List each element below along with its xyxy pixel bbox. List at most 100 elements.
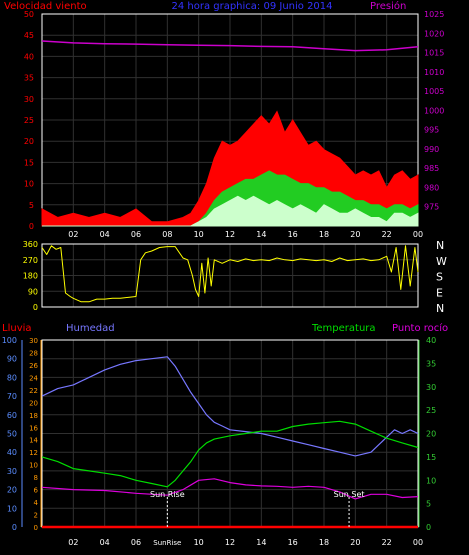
humidity-label: Humedad [66,323,115,334]
wind-tick-1: 5 [29,201,34,210]
direction-axis: 0 90 180 270 360 [23,240,38,312]
climate-time-tick-7: 16 [288,538,298,547]
direction-tick-3: 270 [23,256,38,265]
humidity-tick-9: 90 [7,355,17,364]
sun-label-1: Sun Set [334,490,365,499]
pressure-series [41,40,419,52]
pressure-tick-6: 1005 [424,87,444,96]
climate-time-tick-6: 14 [256,538,266,547]
rain-tick-14: 28 [29,349,38,357]
dewpoint-series [41,478,419,500]
climate-time-tick-2: 06 [131,538,141,547]
wind-tick-0: 0 [29,222,34,231]
climate-time-tick-0: 02 [68,538,78,547]
compass-letter-3: E [436,286,443,299]
direction-tick-0: 0 [33,303,38,312]
temperature-tick-4: 20 [426,430,436,439]
humidity-tick-8: 80 [7,373,17,382]
wind-chart-series [41,40,419,227]
pressure-tick-4: 995 [424,126,439,135]
temperature-tick-5: 25 [426,406,436,415]
humidity-tick-10: 100 [2,336,17,345]
pressure-tick-5: 1000 [424,106,444,115]
chart-title: 24 hora graphica: 09 Junio 2014 [171,1,332,12]
rain-tick-10: 20 [29,399,38,407]
rain-tick-9: 18 [29,412,38,420]
climate-time-tick-3: SunRise [153,539,181,547]
wind-tick-7: 35 [24,74,34,83]
wind-time-tick-8: 18 [319,230,329,239]
humidity-tick-0: 0 [12,523,17,532]
climate-time-tick-9: 20 [350,538,360,547]
wind-tick-5: 25 [24,116,34,125]
pressure-tick-9: 1020 [424,29,444,38]
wind-tick-4: 20 [24,137,34,146]
pressure-tick-7: 1010 [424,68,444,77]
humidity-tick-5: 50 [7,430,17,439]
rain-tick-12: 24 [29,374,38,382]
rain-tick-8: 16 [29,424,38,432]
wind-time-tick-1: 04 [100,230,110,239]
humidity-tick-1: 10 [7,504,17,513]
wind-tick-8: 40 [24,52,34,61]
pressure-tick-3: 990 [424,145,439,154]
wind-time-tick-10: 22 [382,230,392,239]
compass-letter-2: S [436,271,443,284]
pressure-tick-10: 1025 [424,10,444,19]
wind-tick-3: 15 [24,158,34,167]
wind-time-tick-4: 10 [194,230,204,239]
rain-tick-7: 14 [29,437,38,445]
pressure-tick-0: 975 [424,203,439,212]
rain-tick-4: 8 [34,474,38,482]
climate-chart-series [41,356,419,529]
humidity-tick-7: 70 [7,392,17,401]
wind-time-tick-2: 06 [131,230,141,239]
humidity-tick-6: 60 [7,411,17,420]
wind-time-tick-7: 16 [288,230,298,239]
wind-speed-label: Velocidad viento [4,1,87,12]
compass-letter-0: N [436,239,444,252]
wind-tick-9: 45 [24,31,34,40]
pressure-label: Presión [370,0,406,12]
wind-time-tick-3: 08 [162,230,172,239]
rain-tick-1: 2 [34,512,38,520]
wind-tick-10: 50 [24,10,34,19]
pressure-tick-8: 1015 [424,49,444,58]
rain-tick-11: 22 [29,387,38,395]
pressure-tick-1: 980 [424,183,439,192]
humidity-axis: 0 10 20 30 40 50 60 70 80 90 100 [2,336,23,532]
dewpoint-label: Punto rocío [392,322,448,334]
pressure-tick-2: 985 [424,164,439,173]
temperature-tick-7: 35 [426,359,436,368]
wind-direction-series [41,245,419,303]
climate-time-tick-4: 10 [194,538,204,547]
wind-time-tick-5: 12 [225,230,235,239]
temperature-tick-3: 15 [426,453,436,462]
compass-letter-4: N [436,302,444,315]
rain-label: Lluvia [2,323,32,334]
wind-tick-6: 30 [24,95,34,104]
rain-tick-13: 26 [29,362,38,370]
compass-letter-1: W [436,255,447,268]
climate-time-axis: 02 04 06 SunRise 10 12 14 16 18 20 22 00 [68,538,423,547]
wind-time-tick-9: 20 [350,230,360,239]
rain-tick-3: 6 [34,487,39,495]
wind-time-axis: 02 04 06 08 10 12 14 16 18 20 22 00 [68,230,423,239]
rain-tick-6: 12 [29,449,38,457]
climate-time-tick-5: 12 [225,538,235,547]
wind-time-tick-0: 02 [68,230,78,239]
pressure-axis: 975 980 985 990 995 1000 1005 1010 1015 1020 1025 [424,10,444,212]
temperature-tick-6: 30 [426,383,436,392]
rain-tick-2: 4 [34,499,39,507]
sun-label-0: Sun Rise [150,490,185,499]
humidity-tick-4: 40 [7,448,17,457]
climate-time-tick-1: 04 [100,538,110,547]
wind-tick-2: 10 [24,180,34,189]
humidity-series [41,356,419,457]
wind-time-tick-11: 00 [413,230,423,239]
rain-tick-15: 30 [29,337,38,345]
temperature-label: Temperatura [311,323,376,334]
